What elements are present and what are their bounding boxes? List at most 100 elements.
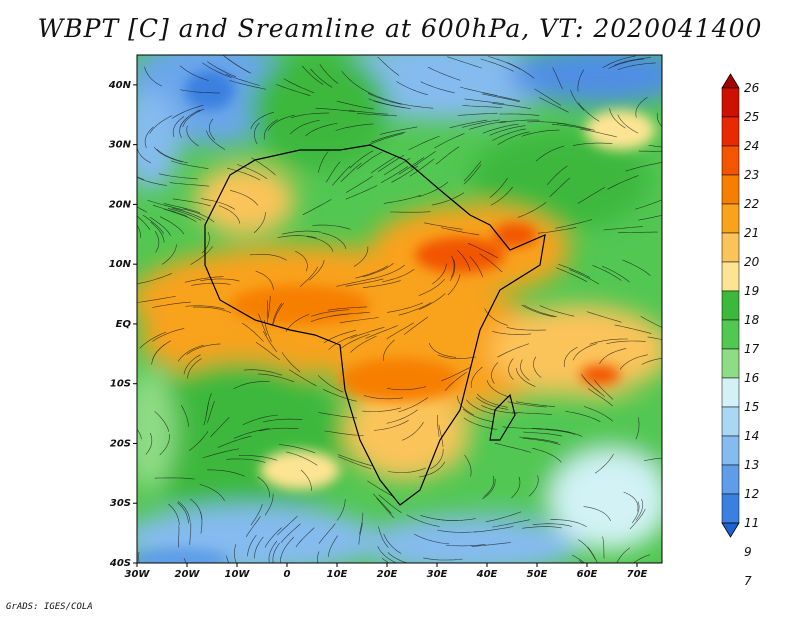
streamline (466, 399, 495, 415)
lat-tick-label: 40N (108, 80, 132, 91)
streamline (300, 469, 312, 491)
colorbar-label: 9 (744, 545, 752, 559)
streamline (533, 356, 542, 378)
streamline (152, 301, 191, 308)
streamline (144, 126, 154, 148)
streamline (492, 519, 531, 528)
streamline (479, 253, 503, 273)
streamline (202, 62, 232, 78)
streamline (569, 269, 600, 285)
map-frame (136, 54, 663, 564)
streamline (348, 110, 389, 115)
streamline (418, 293, 446, 310)
streamline (398, 397, 429, 413)
streamline (306, 236, 334, 252)
streamline (539, 305, 575, 317)
streamline (464, 454, 472, 477)
streamline (268, 295, 271, 318)
streamline (527, 121, 567, 125)
streamline (437, 354, 476, 359)
streamline (318, 523, 336, 544)
streamline (253, 122, 260, 145)
streamline (462, 105, 503, 108)
colorbar-label: 14 (744, 429, 759, 443)
lat-tick-label: 10N (109, 259, 132, 270)
streamline (336, 499, 346, 521)
streamline (519, 436, 558, 444)
streamline (225, 73, 260, 86)
streamline (229, 80, 267, 90)
colorbar-segment (721, 493, 740, 524)
lon-tick-label: 10E (327, 569, 348, 580)
streamline (523, 431, 563, 437)
streamline (315, 107, 356, 112)
streamline (441, 227, 480, 236)
streamline (321, 232, 347, 250)
streamline (386, 409, 418, 424)
streamline (312, 224, 351, 230)
lat-tick-label: EQ (116, 319, 132, 330)
streamline (404, 316, 429, 335)
streamline (606, 340, 646, 345)
streamline (648, 145, 662, 148)
streamline (408, 135, 440, 151)
streamline (508, 358, 514, 380)
streamline (391, 165, 419, 183)
streamline (491, 362, 499, 384)
streamline (418, 278, 445, 296)
streamline (178, 525, 180, 548)
streamline (183, 354, 201, 375)
colorbar-segment (721, 87, 740, 118)
streamline (414, 533, 450, 545)
streamline (362, 263, 394, 278)
colorbar-bottom-arrow (721, 522, 740, 538)
streamline (492, 128, 526, 141)
streamline (571, 554, 585, 563)
streamline (647, 336, 662, 340)
colorbar: 26 25 24 23 22 21 20 19 18 17 16 15 14 13 12 11 9 7 (721, 73, 760, 588)
streamline (586, 311, 622, 323)
streamline (163, 208, 197, 222)
streamline (437, 529, 477, 533)
streamline (387, 386, 427, 391)
streamline (521, 304, 555, 318)
streamline (617, 114, 639, 134)
streamline (369, 133, 404, 146)
lon-tick-label: 50E (527, 569, 548, 580)
streamline (158, 173, 198, 180)
streamline (324, 430, 364, 436)
streamline (190, 498, 203, 520)
streamline (555, 219, 593, 229)
streamline (535, 145, 565, 162)
streamline (578, 539, 596, 560)
streamline (193, 306, 232, 313)
streamline (258, 313, 268, 336)
lon-tick-label: 30E (427, 569, 448, 580)
colorbar-label: 7 (744, 574, 752, 588)
streamline (467, 243, 499, 259)
streamline (396, 81, 428, 96)
streamline (572, 343, 598, 361)
streamline (558, 264, 591, 278)
streamline (257, 476, 270, 498)
streamline (177, 502, 189, 524)
streamline (226, 167, 261, 181)
streamline (482, 123, 519, 134)
streamline (386, 322, 414, 340)
streamline (635, 199, 662, 210)
streamline (603, 226, 643, 231)
streamline (457, 395, 475, 416)
streamline (365, 325, 398, 339)
streamline (362, 280, 401, 288)
streamline (377, 56, 400, 76)
streamline (247, 534, 257, 557)
streamline (280, 523, 301, 543)
lat-tick-label: 40S (109, 558, 131, 569)
streamline (635, 498, 644, 521)
streamline (241, 322, 264, 342)
streamline (444, 372, 467, 392)
streamline (481, 405, 518, 414)
streamline (177, 344, 204, 362)
streamline (449, 119, 488, 129)
streamline (310, 313, 349, 322)
